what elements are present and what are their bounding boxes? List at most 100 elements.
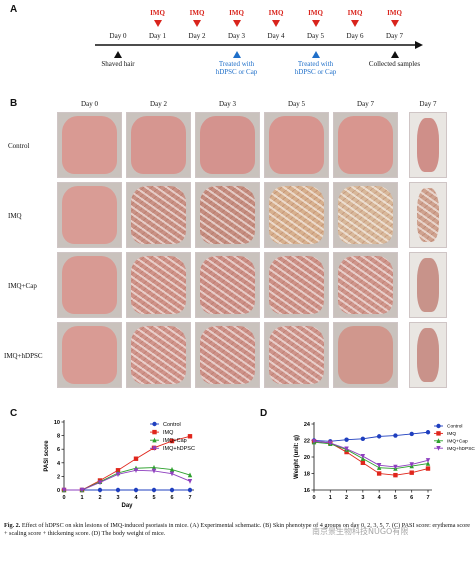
legend-label: IMQ — [447, 431, 456, 437]
legend-label: Control — [163, 422, 181, 428]
data-point — [393, 472, 398, 478]
data-point — [169, 467, 175, 472]
y-axis-label: Weight (unit: g) — [294, 435, 300, 479]
mouse-photo — [409, 112, 447, 178]
x-tick-label: 4 — [134, 495, 138, 501]
skin-photo — [126, 112, 191, 178]
y-tick-label: 18 — [304, 472, 310, 478]
data-point — [360, 460, 366, 465]
photo-column-header: Day 5 — [288, 100, 305, 108]
timeline-day-label: Day 3 — [228, 32, 245, 40]
x-axis-label: Day — [121, 503, 133, 509]
legend-label: IMQ+hDPSC — [163, 446, 195, 452]
photo-column-header: Day 7 — [357, 100, 374, 108]
skin-lesion-area — [61, 255, 118, 315]
caption-text: Effect of hDPSC on skin lesions of IMQ-i… — [4, 522, 471, 537]
skin-lesion-area — [417, 188, 439, 242]
skin-photo — [126, 182, 191, 248]
data-point — [97, 487, 103, 493]
skin-lesion-area — [130, 115, 187, 175]
legend-label: IMQ — [163, 430, 174, 436]
photo-column-header: Day 7 — [419, 100, 437, 108]
data-point — [187, 487, 193, 493]
skin-photo — [195, 252, 260, 318]
data-point — [133, 487, 139, 493]
data-point — [151, 464, 157, 470]
skin-photo — [333, 322, 398, 388]
imq-label: IMQ — [189, 9, 205, 17]
mouse-photo — [409, 322, 447, 388]
skin-lesion-area — [417, 328, 439, 382]
skin-lesion-area — [268, 325, 325, 385]
figure-caption: Fig. 2. Effect of hDPSC on skin lesions … — [4, 522, 471, 538]
legend-marker — [436, 431, 441, 436]
imq-label: IMQ — [387, 9, 402, 17]
x-tick-label: 3 — [361, 495, 364, 501]
y-tick-label: 16 — [304, 488, 310, 494]
data-point — [360, 453, 366, 459]
imq-label: IMQ — [347, 9, 363, 17]
y-tick-label: 0 — [57, 488, 60, 494]
x-tick-label: 2 — [345, 495, 348, 501]
x-tick-label: 4 — [378, 495, 382, 501]
legend-marker — [152, 429, 157, 435]
series-line — [64, 435, 191, 491]
x-tick-label: 7 — [188, 495, 191, 501]
imq-down-arrow-icon — [272, 20, 280, 27]
imq-label: IMQ — [229, 9, 244, 17]
data-point — [344, 446, 349, 452]
series-line — [313, 431, 429, 442]
legend-marker — [436, 423, 441, 429]
legend-label: IMQ+Cap — [163, 438, 187, 444]
watermark-text: 南京景生物科技NUGO有限 — [312, 527, 409, 536]
skin-lesion-area — [61, 325, 118, 385]
data-point — [169, 471, 175, 477]
skin-photo — [195, 182, 260, 248]
data-point — [187, 472, 193, 478]
data-point — [169, 438, 175, 444]
mouse-photo — [409, 252, 447, 318]
timeline-day-label: Day 7 — [386, 32, 403, 40]
panel-letter-c: C — [10, 408, 18, 419]
data-point — [328, 440, 333, 446]
imq-down-arrow-icon — [390, 20, 399, 27]
timeline-day-label: Day 0 — [109, 32, 127, 40]
panel-a-timeline: A Day 0 Day 1 Day 2 Day 3 Day 4 Day 5 Day 6 Day… — [0, 0, 475, 92]
y-tick-label: 4 — [57, 461, 61, 467]
legend-marker — [436, 446, 441, 451]
data-point — [425, 466, 431, 471]
data-point — [151, 468, 157, 474]
data-point — [115, 468, 121, 473]
skin-lesion-area — [199, 255, 256, 315]
series-line — [313, 440, 429, 468]
series-imq-cap — [311, 439, 431, 471]
data-point — [376, 463, 382, 468]
x-tick-label: 2 — [98, 495, 101, 501]
data-point — [393, 433, 398, 438]
skin-photo — [264, 322, 329, 388]
photo-column-header: Day 2 — [150, 100, 167, 108]
photo-column-header: Day 3 — [219, 100, 236, 108]
data-point — [133, 456, 139, 461]
event-label-line: Treated with — [218, 60, 255, 68]
event-label-line: hDPSC or Cap — [294, 68, 337, 76]
timeline-day-label: Day 1 — [149, 32, 166, 40]
event-up-arrow-icon — [232, 51, 241, 58]
timeline-day-label: Day 6 — [346, 32, 364, 40]
skin-lesion-area — [199, 325, 256, 385]
x-tick-label: 5 — [394, 495, 397, 501]
data-point — [393, 464, 398, 470]
data-point — [187, 478, 193, 484]
skin-photo — [264, 112, 329, 178]
imq-down-arrow-icon — [232, 20, 241, 27]
event-label-line: hDPSC or Cap — [215, 68, 258, 76]
imq-down-arrow-icon — [311, 20, 320, 27]
data-point — [115, 487, 121, 493]
imq-down-arrow-icon — [153, 20, 162, 27]
y-tick-label: 8 — [57, 434, 60, 440]
x-tick-label: 5 — [152, 495, 155, 501]
photo-row-header: Control — [8, 142, 30, 150]
x-tick-label: 1 — [329, 495, 332, 501]
timeline-axis — [95, 41, 423, 49]
x-tick-label: 6 — [410, 495, 413, 501]
